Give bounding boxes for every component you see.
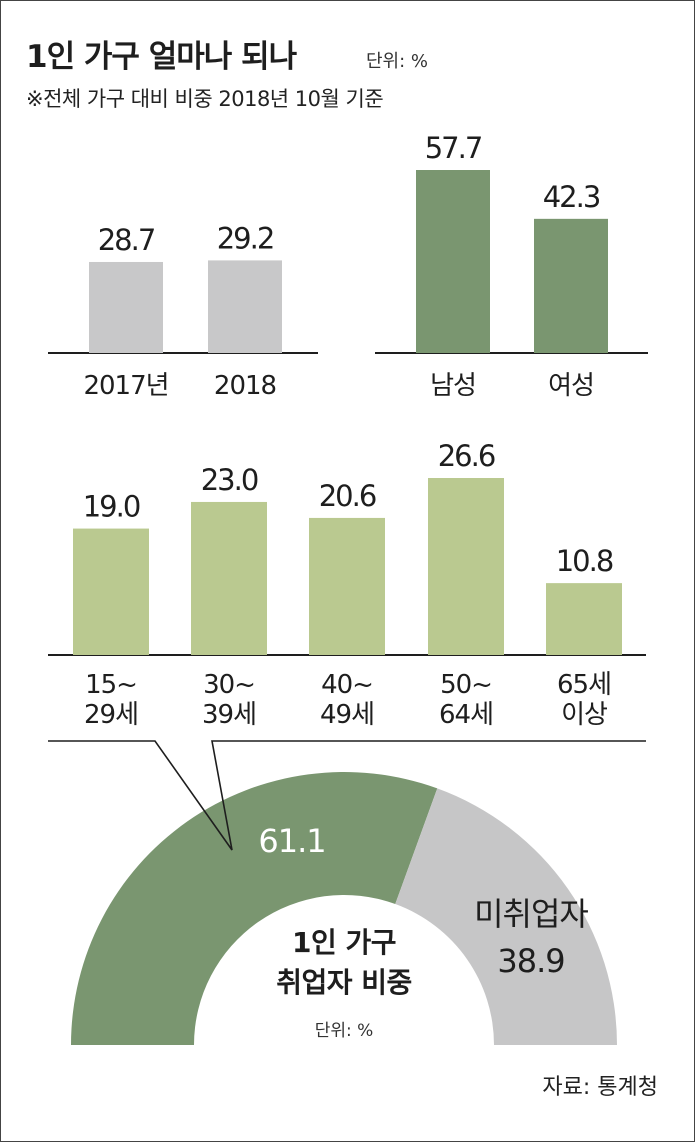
category-label: 이상 xyxy=(561,700,607,730)
donut-center-title: 1인 가구 xyxy=(292,926,396,959)
category-label: 64세 xyxy=(439,700,493,730)
category-label: 49세 xyxy=(320,700,374,730)
bar-value-label: 42.3 xyxy=(543,180,600,214)
slice-name-label: 미취업자 xyxy=(474,895,588,933)
category-label: 39세 xyxy=(202,700,256,730)
category-label: 2018 xyxy=(214,371,276,401)
bar-value-label: 26.6 xyxy=(438,439,495,473)
bar-value-label: 10.8 xyxy=(556,544,613,578)
bar-value-label: 23.0 xyxy=(201,463,258,497)
bar xyxy=(89,261,163,353)
category-label: 30~ xyxy=(203,670,255,700)
bar xyxy=(428,478,504,655)
bar xyxy=(208,260,282,353)
bar xyxy=(73,528,149,655)
bar-value-label: 57.7 xyxy=(425,131,482,165)
unit-label: 단위: % xyxy=(366,51,428,72)
source-label: 자료: 통계청 xyxy=(542,1075,658,1100)
subtitle: ※전체 가구 대비 비중 2018년 10월 기준 xyxy=(26,87,383,111)
gender-bar-chart: 57.7 남성 42.3 여성 xyxy=(375,131,648,401)
bar xyxy=(546,583,622,655)
callout-line xyxy=(48,740,646,851)
donut-slice xyxy=(71,772,438,1046)
bar xyxy=(416,170,490,353)
donut-slice xyxy=(395,788,617,1045)
category-label: 남성 xyxy=(430,371,476,401)
slice-value-label: 61.1 xyxy=(258,822,325,860)
category-label: 29세 xyxy=(84,700,138,730)
slice-value-label: 38.9 xyxy=(497,942,564,980)
bar-value-label: 19.0 xyxy=(83,490,140,524)
category-label: 15~ xyxy=(85,670,137,700)
page-title: 1인 가구 얼마나 되나 xyxy=(26,39,298,75)
bar xyxy=(309,517,385,655)
bar-value-label: 29.2 xyxy=(217,221,274,255)
category-label: 여성 xyxy=(548,371,594,401)
bar-value-label: 20.6 xyxy=(319,479,376,513)
category-label: 40~ xyxy=(321,670,373,700)
bar xyxy=(191,501,267,655)
bar xyxy=(534,218,608,353)
donut-unit-label: 단위: % xyxy=(315,1021,374,1041)
year-bar-chart: 28.7 2017년 29.2 2018 xyxy=(48,221,318,401)
age-bar-chart: 19.0 15~29세 23.0 30~39세 20.6 40~49세 26.6 50~64세… xyxy=(48,439,646,730)
bar-value-label: 28.7 xyxy=(98,223,155,257)
donut-center-title: 취업자 비중 xyxy=(276,966,412,999)
category-label: 65세 xyxy=(557,670,611,700)
category-label: 50~ xyxy=(440,670,492,700)
category-label: 2017년 xyxy=(83,371,168,401)
